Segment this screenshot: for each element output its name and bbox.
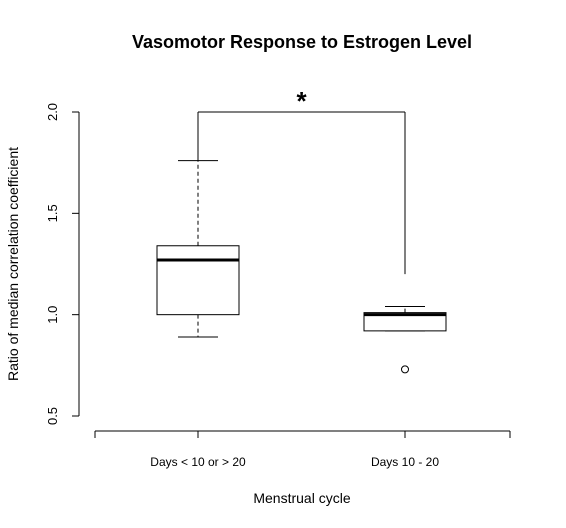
box-group bbox=[363, 306, 447, 374]
x-axis-label: Menstrual cycle bbox=[253, 490, 350, 506]
x-axis: Days < 10 or > 20 Days 10 - 20 bbox=[94, 430, 511, 469]
box-group bbox=[156, 160, 240, 338]
y-tick-label: 0.5 bbox=[45, 407, 60, 425]
outlier-point bbox=[401, 365, 409, 374]
y-tick-label: 1.0 bbox=[45, 306, 60, 324]
significance-star: * bbox=[296, 86, 307, 116]
chart-title: Vasomotor Response to Estrogen Level bbox=[132, 32, 472, 52]
x-tick-label: Days 10 - 20 bbox=[371, 455, 439, 469]
x-tick-label: Days < 10 or > 20 bbox=[150, 455, 246, 469]
y-tick-label: 2.0 bbox=[45, 103, 60, 121]
box-iqr bbox=[156, 245, 240, 316]
y-axis-label: Ratio of median correlation coefficient bbox=[5, 147, 21, 381]
significance-bracket: * bbox=[197, 86, 406, 275]
y-axis: 0.5 1.0 1.5 2.0 bbox=[45, 103, 80, 425]
box-iqr bbox=[363, 312, 447, 332]
boxes bbox=[156, 160, 447, 374]
y-tick-label: 1.5 bbox=[45, 204, 60, 222]
